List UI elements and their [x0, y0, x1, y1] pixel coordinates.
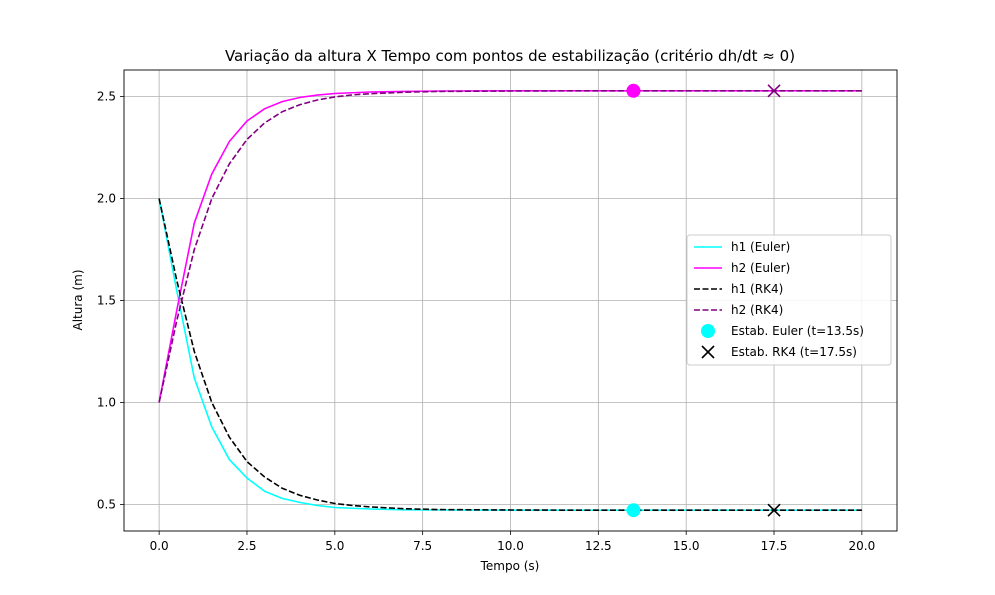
x-tick-label: 0.0	[150, 539, 169, 553]
chart-title: Variação da altura X Tempo com pontos de…	[225, 47, 795, 65]
stabilization-marker	[767, 503, 781, 517]
legend-label: Estab. Euler (t=13.5s)	[731, 324, 864, 338]
x-tick-label: 5.0	[325, 539, 344, 553]
legend: h1 (Euler) h2 (Euler) h1 (RK4) h2 (RK4) Esta…	[686, 234, 892, 366]
y-tick-label: 0.5	[97, 497, 116, 511]
x-tick-label: 12.5	[585, 539, 612, 553]
legend-frame	[686, 234, 892, 366]
ticks: 0.0 2.5 5.0 7.5 10.0 12.5 15.0 17.5 20.0 0.5 1.0 1.…	[97, 90, 875, 553]
x-tick-label: 17.5	[761, 539, 788, 553]
legend-label: h1 (Euler)	[731, 240, 790, 254]
x-tick-label: 7.5	[413, 539, 432, 553]
x-tick-label: 15.0	[673, 539, 700, 553]
stabilization-marker	[701, 324, 715, 338]
x-axis-label: Tempo (s)	[480, 559, 540, 573]
x-tick-label: 2.5	[237, 539, 256, 553]
y-tick-label: 2.5	[97, 90, 116, 104]
legend-label: h1 (RK4)	[731, 282, 783, 296]
y-tick-label: 1.0	[97, 395, 116, 409]
legend-label: h2 (Euler)	[731, 261, 790, 275]
stabilization-marker	[626, 503, 641, 518]
x-tick-label: 20.0	[849, 539, 876, 553]
marker-layer	[626, 83, 781, 518]
marker-stroke	[767, 503, 781, 517]
marker-stroke	[767, 84, 781, 98]
y-tick-label: 2.0	[97, 192, 116, 206]
stabilization-marker	[767, 84, 781, 98]
stabilization-marker	[701, 345, 715, 359]
x-tick-label: 10.0	[497, 539, 524, 553]
legend-label: Estab. RK4 (t=17.5s)	[731, 345, 857, 359]
legend-label: h2 (RK4)	[731, 303, 783, 317]
y-axis-label: Altura (m)	[71, 269, 85, 330]
marker-stroke	[701, 345, 715, 359]
stabilization-marker	[626, 83, 641, 98]
y-tick-label: 1.5	[97, 294, 116, 308]
